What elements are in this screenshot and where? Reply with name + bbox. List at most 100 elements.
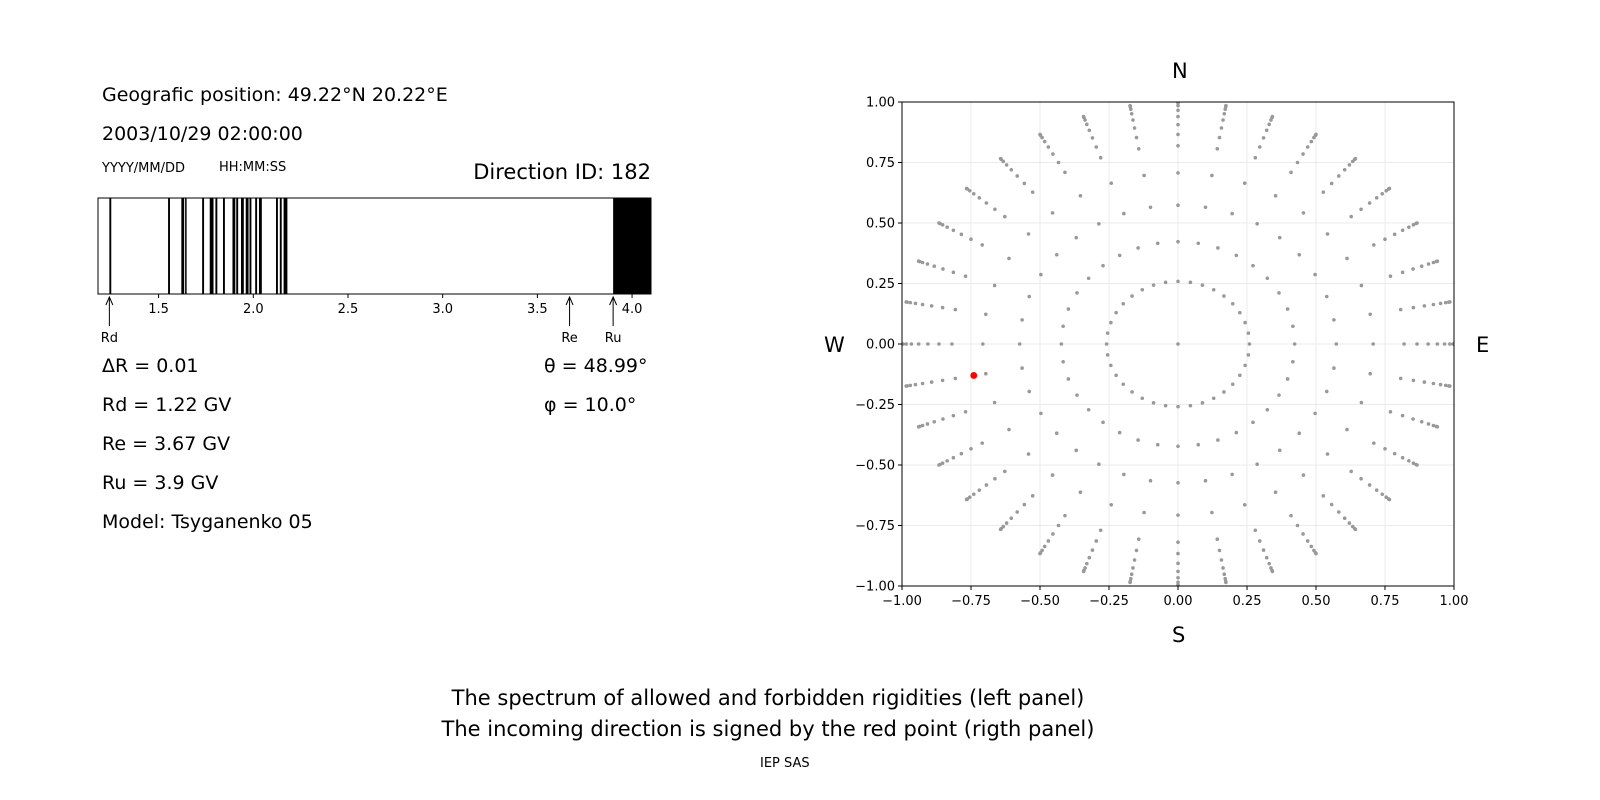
grid-point: [1039, 272, 1043, 277]
grid-point: [984, 312, 988, 317]
grid-point: [1176, 513, 1180, 517]
grid-point: [1223, 579, 1228, 584]
grid-point: [1285, 377, 1290, 381]
grid-point: [1222, 390, 1226, 394]
grid-point: [1128, 579, 1133, 584]
grid-point: [1134, 548, 1139, 553]
grid-point: [1380, 492, 1385, 497]
grid-point: [1027, 294, 1032, 299]
grid-point: [1230, 472, 1234, 477]
grid-point: [1215, 537, 1220, 542]
grid-point: [1277, 393, 1281, 397]
date-format-label: YYYY/MM/DD: [102, 161, 185, 176]
grid-point: [984, 371, 988, 376]
grid-point: [1230, 211, 1234, 216]
grid-point: [1415, 342, 1419, 346]
grid-point: [1243, 320, 1247, 325]
grid-point: [1334, 342, 1339, 346]
grid-point: [1056, 160, 1061, 165]
grid-point: [1176, 575, 1180, 580]
grid-point: [1176, 114, 1180, 119]
grid-point: [1066, 307, 1071, 311]
grid-point: [1151, 401, 1156, 405]
grid-point: [1264, 555, 1269, 560]
grid-point: [937, 463, 941, 467]
grid-point: [1301, 532, 1305, 536]
grid-point: [1443, 383, 1448, 388]
grid-point: [1380, 191, 1385, 196]
grid-point: [1313, 550, 1318, 555]
grid-point: [940, 223, 945, 227]
grid-point: [1257, 539, 1262, 543]
y-tick-label: 0.75: [866, 156, 895, 171]
grid-point: [1121, 382, 1126, 387]
grid-point: [1301, 211, 1306, 215]
grid-point: [1387, 186, 1392, 191]
grid-point: [1082, 115, 1086, 120]
grid-point: [967, 189, 972, 193]
datetime: 2003/10/29 02:00:00: [102, 123, 303, 145]
grid-point: [984, 201, 989, 205]
grid-point: [1273, 194, 1278, 198]
grid-point: [916, 259, 921, 264]
grid-point: [951, 455, 956, 460]
grid-point: [1289, 513, 1293, 518]
grid-point: [1121, 301, 1126, 306]
grid-point: [951, 413, 956, 418]
grid-point: [929, 304, 934, 308]
grid-point: [1321, 190, 1326, 194]
grid-point: [1082, 568, 1086, 573]
grid-point: [925, 262, 930, 266]
grid-point: [1291, 324, 1295, 329]
grid-point: [1273, 490, 1278, 494]
grid-point: [1415, 463, 1419, 467]
grid-point: [1003, 214, 1007, 219]
phi-value: φ = 10.0°: [544, 394, 637, 416]
grid-point: [1130, 390, 1134, 394]
grid-point: [1301, 473, 1306, 477]
grid-point: [1117, 430, 1122, 435]
grid-point: [1368, 312, 1372, 317]
grid-point: [1020, 366, 1024, 370]
grid-point: [941, 417, 945, 421]
grid-point: [1216, 246, 1220, 250]
y-tick-label: 0.50: [866, 217, 895, 232]
compass-west-label: W: [824, 333, 845, 357]
grid-point: [1176, 102, 1180, 105]
grid-point: [1039, 411, 1043, 416]
grid-point: [1332, 318, 1336, 322]
grid-point: [1246, 353, 1251, 357]
grid-point: [1109, 503, 1114, 507]
grid-point: [1253, 528, 1258, 533]
grid-point: [1038, 551, 1042, 556]
grid-point: [1050, 211, 1055, 215]
compass-north-label: N: [1172, 59, 1188, 83]
grid-point: [992, 283, 997, 288]
caption-line-1: The spectrum of allowed and forbidden ri…: [451, 686, 1085, 710]
grid-point: [905, 384, 910, 388]
grid-point: [1398, 376, 1403, 381]
grid-point: [1098, 155, 1103, 160]
y-tick-label: 1.00: [866, 96, 895, 111]
grid-point: [1386, 497, 1391, 501]
grid-point: [1038, 550, 1043, 555]
grid-point: [1105, 331, 1110, 335]
grid-point: [1329, 502, 1334, 507]
grid-point: [1085, 122, 1089, 127]
grid-point: [959, 232, 964, 237]
forbidden-band: [255, 198, 258, 294]
grid-point: [1305, 539, 1310, 543]
grid-point: [1313, 133, 1318, 138]
grid-point: [1001, 159, 1006, 164]
grid-point: [913, 301, 918, 306]
grid-point: [1277, 235, 1282, 240]
grid-point: [1176, 103, 1180, 108]
grid-point: [1446, 300, 1451, 304]
grid-point: [1347, 521, 1352, 525]
grid-point: [1292, 342, 1297, 346]
grid-point: [1219, 126, 1224, 130]
x-tick-label: 0.50: [1302, 594, 1331, 609]
grid-point: [1411, 417, 1415, 421]
grid-point: [1264, 128, 1269, 133]
grid-point: [1109, 181, 1114, 185]
